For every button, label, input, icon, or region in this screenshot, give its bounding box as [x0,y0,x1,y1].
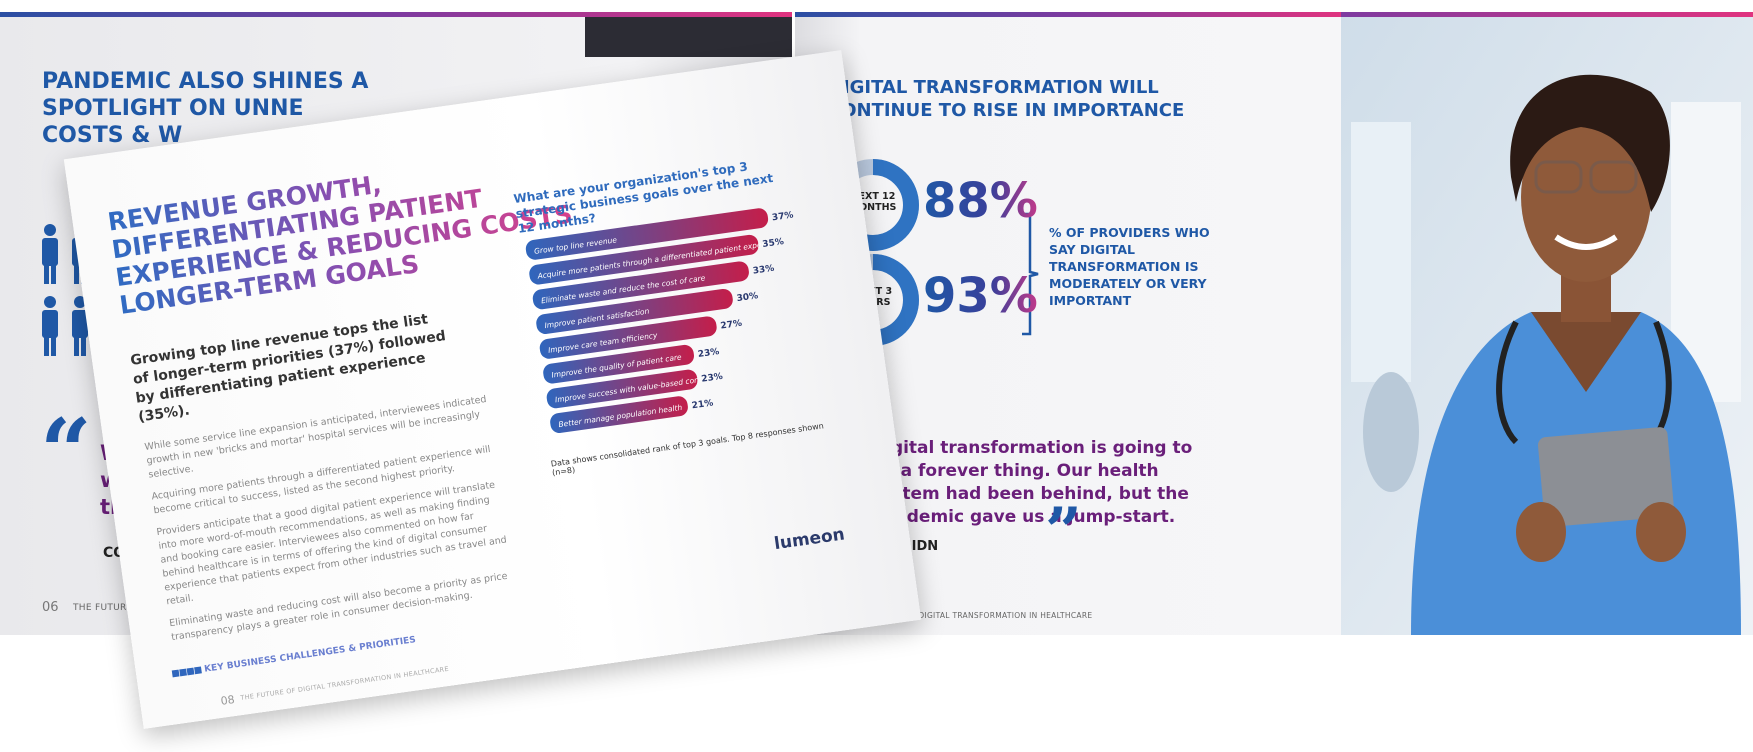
bar [532,261,749,310]
bar [525,208,769,260]
value-label: 23% [697,347,720,360]
bar [536,288,733,334]
logo: lumeon [772,524,846,555]
bar [546,369,698,409]
bracket [1022,212,1039,336]
value-label: 37% [771,210,794,223]
top-strip [0,12,792,17]
donut-value: 88% [923,173,1038,229]
footer: THE FUTURE OF DIGITAL TRANSFORMATION IN … [239,664,450,703]
title-line: SPOTLIGHT ON UNNE [42,96,304,121]
middle-page: REVENUE GROWTH, DIFFERENTIATING PATIENT … [63,50,922,729]
value-label: 30% [736,291,759,304]
title-line: PANDEMIC ALSO SHINES A [42,69,369,94]
footer: THE FUTURE OF DIGITAL TRANSFORMATION IN … [852,611,1093,620]
quote-mark-close: ” [1045,494,1082,569]
title-line: CONTINUE TO RISE IN IMPORTANCE [828,100,1185,121]
bar [529,234,759,285]
donut-label: NEXT 12 MONTHS [849,191,897,213]
bar [539,316,717,359]
value-label: 33% [752,264,775,277]
title-line: DIGITAL TRANSFORMATION WILL [828,77,1159,98]
value-label: 21% [691,398,714,411]
top-strip [795,12,1343,17]
body: While some service line expansion is ant… [144,392,520,653]
bar [550,396,688,434]
value-label: 27% [720,319,743,332]
donut-value: 93% [923,268,1038,324]
footer: THE FUTURE OF DIG [73,603,170,613]
right-title: DIGITAL TRANSFORMATION WILL CONTINUE TO … [828,76,1184,122]
title-line: COSTS & W [42,123,183,148]
bracket-text: % OF PROVIDERS WHO SAY DIGITAL TRANSFORM… [1049,225,1210,308]
quote-mark: “ [40,399,92,505]
photo [1341,12,1753,635]
bar [543,344,694,384]
page-number: 08 [219,692,236,708]
left-title: PANDEMIC ALSO SHINES A SPOTLIGHT ON UNNE… [42,68,368,149]
value-label: 23% [701,372,724,385]
page-number: 06 [42,600,59,615]
photo-edge [585,17,792,57]
middle-title: REVENUE GROWTH, DIFFERENTIATING PATIENT … [106,145,578,320]
quote: Digital transformation is going to be a … [871,438,1193,527]
value-label: 35% [762,237,785,250]
